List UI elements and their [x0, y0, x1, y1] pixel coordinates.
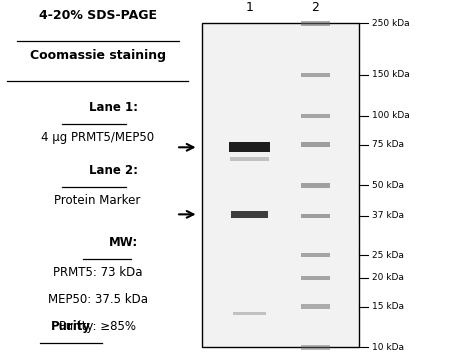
Text: Purity: Purity	[50, 320, 90, 333]
Text: PRMT5: 73 kDa: PRMT5: 73 kDa	[53, 266, 142, 279]
Text: 50 kDa: 50 kDa	[372, 181, 404, 190]
Bar	[301, 253, 330, 257]
Bar	[229, 142, 270, 153]
Text: 4-20% SDS-PAGE: 4-20% SDS-PAGE	[39, 9, 157, 22]
Text: 100 kDa: 100 kDa	[372, 111, 409, 120]
Text: MEP50: 37.5 kDa: MEP50: 37.5 kDa	[48, 293, 148, 306]
Text: 20 kDa: 20 kDa	[372, 273, 404, 282]
Bar	[301, 305, 330, 309]
Text: 2: 2	[311, 1, 319, 14]
Bar	[301, 183, 330, 188]
Bar	[301, 345, 330, 350]
Text: MW:: MW:	[109, 236, 138, 249]
Bar	[301, 143, 330, 147]
Text: 250 kDa: 250 kDa	[372, 19, 409, 28]
Text: Lane 2:: Lane 2:	[89, 164, 138, 177]
Text: 75 kDa: 75 kDa	[372, 140, 404, 149]
Text: 10 kDa: 10 kDa	[372, 343, 404, 352]
Bar	[231, 211, 268, 218]
Bar	[202, 23, 359, 347]
Text: 4 μg PRMT5/MEP50: 4 μg PRMT5/MEP50	[41, 131, 154, 144]
Bar	[301, 73, 330, 77]
Text: 150 kDa: 150 kDa	[372, 70, 409, 79]
Bar	[301, 21, 330, 26]
Text: Protein Marker: Protein Marker	[54, 194, 141, 207]
Bar	[301, 275, 330, 280]
Bar	[233, 312, 266, 315]
Text: Coomassie staining: Coomassie staining	[30, 49, 166, 62]
Bar	[230, 157, 269, 161]
Bar	[301, 213, 330, 218]
Text: 37 kDa: 37 kDa	[372, 211, 404, 220]
Text: 25 kDa: 25 kDa	[372, 251, 404, 260]
Bar	[301, 113, 330, 118]
Text: Lane 1:: Lane 1:	[89, 101, 138, 114]
Text: 15 kDa: 15 kDa	[372, 302, 404, 311]
Text: Purity: ≥85%: Purity: ≥85%	[59, 320, 136, 333]
Text: 1: 1	[246, 1, 253, 14]
